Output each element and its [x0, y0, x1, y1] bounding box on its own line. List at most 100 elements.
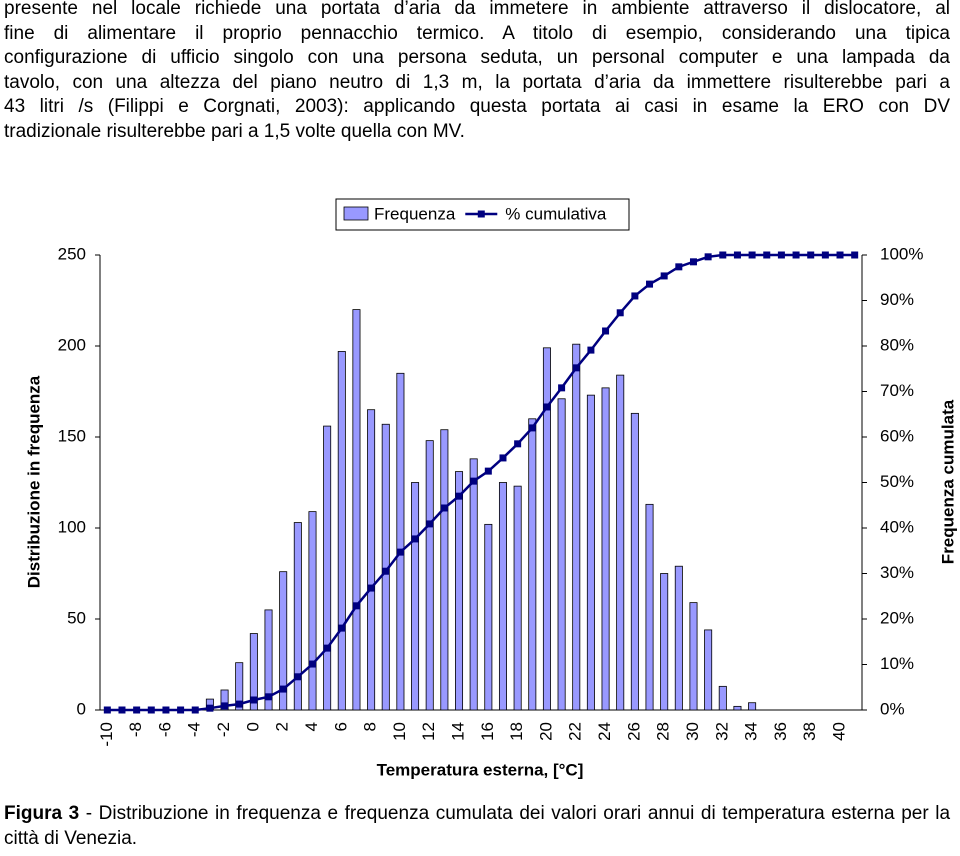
x-tick-label: -8 — [126, 722, 145, 737]
y2-tick-label: 50% — [880, 472, 914, 491]
x-tick-label: 2 — [273, 722, 292, 731]
line-marker — [294, 673, 302, 681]
bar — [235, 662, 244, 711]
caption-text: - Distribuzione in frequenza e frequenza… — [4, 803, 951, 849]
x-tick-label: 30 — [683, 722, 702, 741]
line-marker — [323, 644, 331, 652]
y-tick-label: 100 — [58, 517, 86, 536]
legend-label: Frequenza — [374, 204, 456, 223]
bar — [718, 685, 727, 711]
x-tick-label: -10 — [97, 722, 116, 747]
y-tick-label: 150 — [58, 426, 86, 445]
text-line: tavolo, con una altezza del piano neutro… — [4, 71, 950, 93]
text-line: 43 litri /s (Filippi e Corgnati, 2003): … — [4, 96, 950, 118]
x-tick-label: -6 — [155, 722, 174, 737]
line-marker — [191, 706, 199, 714]
line-marker — [308, 660, 316, 668]
x-tick-label: 6 — [331, 722, 350, 731]
line-marker — [440, 504, 448, 512]
line-marker — [221, 702, 229, 710]
bar — [396, 372, 405, 711]
line-marker — [777, 251, 785, 259]
bar — [630, 412, 639, 711]
line-marker — [235, 700, 243, 708]
bar — [264, 609, 273, 711]
body-text: presente nel locale richiede una portata… — [4, 0, 950, 145]
x-tick-label: 12 — [419, 722, 438, 741]
y2-tick-label: 20% — [880, 608, 914, 627]
x-tick-label: 32 — [712, 722, 731, 741]
line-marker — [719, 251, 727, 259]
line-marker — [411, 535, 419, 543]
x-tick-label: 26 — [624, 722, 643, 741]
bar — [337, 351, 346, 711]
x-tick-label: 10 — [390, 722, 409, 741]
bar — [249, 633, 258, 711]
line-marker — [821, 251, 829, 259]
bar — [601, 387, 610, 711]
bar — [748, 702, 757, 711]
line-marker — [455, 492, 463, 500]
line-marker — [602, 327, 610, 335]
bar — [308, 511, 317, 711]
line-marker — [426, 520, 434, 528]
y2-tick-label: 90% — [880, 290, 914, 309]
bar — [660, 573, 669, 711]
bar — [469, 458, 478, 711]
line-marker — [367, 584, 375, 592]
line-marker — [543, 403, 551, 411]
text-line: presente nel locale richiede una portata… — [4, 0, 950, 19]
line-marker — [558, 384, 566, 392]
x-tick-label: -2 — [214, 722, 233, 737]
bar — [674, 565, 683, 711]
y2-tick-label: 70% — [880, 381, 914, 400]
x-tick-label: 28 — [654, 722, 673, 741]
bar — [484, 523, 493, 711]
y2-tick-label: 30% — [880, 563, 914, 582]
line-marker — [660, 272, 668, 280]
y2-tick-label: 0% — [880, 699, 905, 718]
bar — [425, 440, 434, 711]
line-marker — [733, 251, 741, 259]
bar — [498, 482, 507, 711]
bar — [279, 571, 288, 711]
line-marker — [470, 477, 478, 485]
line-marker — [499, 454, 507, 462]
bar — [323, 425, 332, 711]
line-marker — [396, 548, 404, 556]
line-marker — [206, 704, 214, 712]
bar — [704, 629, 713, 711]
line-marker — [646, 280, 654, 288]
y2-tick-label: 80% — [880, 335, 914, 354]
line-marker — [631, 292, 639, 300]
bar — [616, 374, 625, 711]
chart: Temperatura esterna, [°C] Distribuzione … — [24, 198, 957, 779]
x-tick-label: 4 — [302, 722, 321, 731]
x-tick-label: 8 — [361, 722, 380, 731]
y-tick-label: 250 — [58, 244, 86, 263]
text-line: tradizionale risulterebbe pari a 1,5 vol… — [4, 120, 465, 142]
line-marker — [704, 253, 712, 261]
x-tick-label: 34 — [742, 722, 761, 741]
line-marker — [836, 251, 844, 259]
text-line: configurazione di ufficio singolo con un… — [4, 47, 950, 69]
line — [107, 253, 855, 712]
line-marker — [763, 251, 771, 259]
bar — [440, 429, 449, 711]
y2-tick-label: 60% — [880, 426, 914, 445]
bar — [733, 705, 742, 711]
line-marker — [162, 706, 170, 714]
line-marker — [177, 706, 185, 714]
y-tick-label: 50 — [67, 608, 86, 627]
line-marker — [250, 696, 258, 704]
x-tick-label: 24 — [595, 722, 614, 741]
line-marker — [147, 706, 155, 714]
bar — [557, 398, 566, 711]
line-marker — [616, 309, 624, 317]
line-marker — [572, 364, 580, 372]
x-tick-label: -4 — [185, 722, 204, 737]
x-tick-label: 16 — [478, 722, 497, 741]
line-marker — [675, 263, 683, 271]
legend-marker — [477, 210, 485, 218]
